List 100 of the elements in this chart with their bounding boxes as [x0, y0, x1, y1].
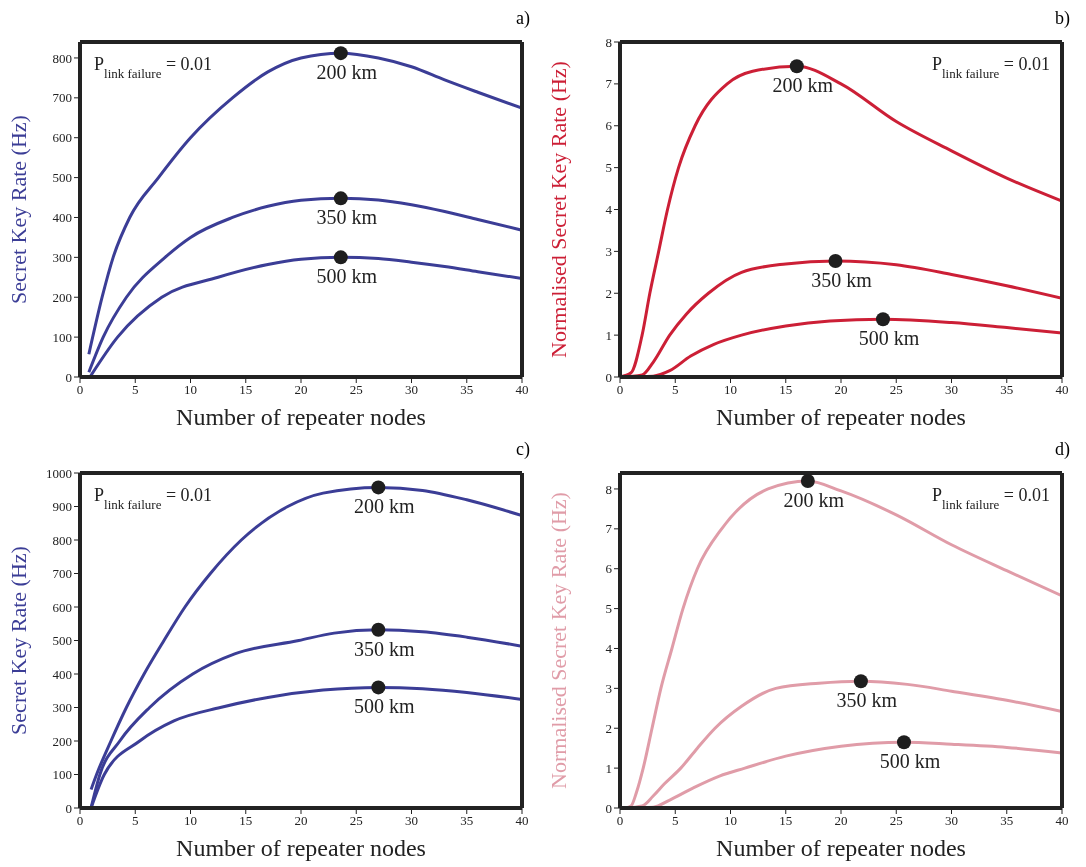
x-tick-label: 0	[76, 382, 84, 398]
x-tick-label: 40	[515, 382, 529, 398]
series-label: 350 km	[811, 269, 873, 292]
y-tick-label: 4	[605, 641, 613, 657]
y-tick-label: 400	[52, 666, 72, 682]
x-tick-label: 0	[616, 813, 624, 829]
x-tick-label: 40	[1055, 382, 1069, 398]
x-tick-label: 25	[349, 813, 363, 829]
series-label: 500 km	[316, 265, 378, 288]
y-tick-label: 200	[52, 733, 72, 749]
point	[828, 254, 843, 269]
y-tick-label: 900	[52, 499, 72, 515]
x-tick-label: 15	[239, 382, 253, 398]
x-tick-label: 35	[1000, 382, 1014, 398]
x-axis-title: Number of repeater nodes	[716, 835, 966, 861]
y-tick-label: 300	[52, 700, 72, 716]
chart-title: d)	[1054, 439, 1071, 459]
series-label: 350 km	[836, 689, 898, 712]
y-tick-label: 2	[605, 720, 612, 736]
x-tick-label: 20	[834, 382, 848, 398]
y-tick-label: 700	[52, 90, 72, 106]
y-tick-label: 300	[52, 249, 72, 265]
y-tick-label: 0	[65, 369, 72, 385]
point	[371, 622, 386, 637]
y-tick-label: 500	[52, 633, 72, 649]
x-tick-label: 5	[672, 382, 679, 398]
y-axis-title: Normalised Secret Key Rate (Hz)	[545, 61, 571, 358]
chart-title: c)	[515, 439, 531, 459]
y-axis-title: Secret Key Rate (Hz)	[5, 546, 31, 735]
y-tick-label: 800	[52, 50, 72, 66]
point	[853, 674, 868, 689]
y-tick-label: 700	[52, 566, 72, 582]
x-tick-label: 40	[515, 813, 529, 829]
x-tick-label: 15	[779, 813, 793, 829]
y-tick-label: 500	[52, 170, 72, 186]
y-tick-label: 5	[605, 601, 612, 617]
annotation: P$_{link failure}$ = 0.01	[931, 54, 1050, 81]
y-tick-label: 100	[52, 329, 72, 345]
y-tick-label: 1	[605, 760, 612, 776]
chart-title: b)	[1054, 8, 1071, 28]
annotation: P$_{link failure}$ = 0.01	[931, 485, 1050, 512]
series-label: 500 km	[858, 327, 920, 350]
y-tick-label: 7	[605, 521, 613, 537]
x-tick-label: 25	[889, 382, 903, 398]
series-label: 200 km	[316, 61, 378, 84]
chart-title: a)	[515, 8, 531, 28]
annotation: P$_{link failure}$ = 0.01	[94, 54, 213, 81]
y-tick-label: 800	[52, 532, 72, 548]
x-tick-label: 25	[349, 382, 363, 398]
x-tick-label: 15	[239, 813, 253, 829]
point	[333, 46, 348, 61]
point	[371, 480, 386, 495]
x-tick-label: 30	[945, 813, 958, 829]
x-tick-label: 5	[672, 813, 679, 829]
x-tick-label: 20	[834, 813, 848, 829]
series-label: 200 km	[772, 74, 834, 97]
y-tick-label: 6	[605, 118, 613, 134]
y-tick-label: 7	[605, 76, 613, 92]
series-label: 350 km	[316, 206, 378, 229]
y-tick-label: 3	[605, 243, 612, 259]
y-tick-label: 8	[605, 34, 612, 50]
y-axis-title: Normalised Secret Key Rate (Hz)	[545, 492, 571, 789]
y-tick-label: 8	[605, 481, 612, 497]
y-tick-label: 3	[605, 680, 612, 696]
point	[333, 191, 348, 206]
y-tick-label: 100	[52, 767, 72, 783]
y-tick-label: 6	[605, 561, 613, 577]
y-tick-label: 600	[52, 130, 72, 146]
series-label: 350 km	[354, 637, 416, 660]
series-label: 500 km	[354, 695, 416, 718]
x-tick-label: 35	[1000, 813, 1014, 829]
y-axis-title: Secret Key Rate (Hz)	[5, 115, 31, 304]
x-tick-label: 35	[460, 382, 474, 398]
annotation: P$_{link failure}$ = 0.01	[94, 485, 213, 512]
series-label: 200 km	[783, 488, 845, 511]
x-tick-label: 20	[294, 813, 308, 829]
x-tick-label: 0	[76, 813, 84, 829]
point	[371, 680, 386, 695]
series-label: 200 km	[354, 495, 416, 518]
x-axis-title: Number of repeater nodes	[716, 404, 966, 430]
y-tick-label: 0	[605, 369, 612, 385]
x-tick-label: 10	[184, 382, 197, 398]
y-tick-label: 5	[605, 160, 612, 176]
point	[896, 735, 911, 750]
x-tick-label: 20	[294, 382, 308, 398]
x-axis-title: Number of repeater nodes	[176, 404, 426, 430]
x-tick-label: 30	[945, 382, 958, 398]
y-tick-label: 1	[605, 327, 612, 343]
y-tick-label: 400	[52, 210, 72, 226]
x-tick-label: 15	[779, 382, 793, 398]
y-tick-label: 2	[605, 285, 612, 301]
y-tick-label: 4	[605, 202, 613, 218]
x-tick-label: 10	[184, 813, 197, 829]
y-tick-label: 200	[52, 289, 72, 305]
x-tick-label: 10	[724, 382, 737, 398]
x-tick-label: 10	[724, 813, 737, 829]
x-tick-label: 30	[405, 813, 418, 829]
x-tick-label: 25	[889, 813, 903, 829]
y-tick-label: 1000	[46, 465, 72, 481]
point	[875, 312, 890, 327]
